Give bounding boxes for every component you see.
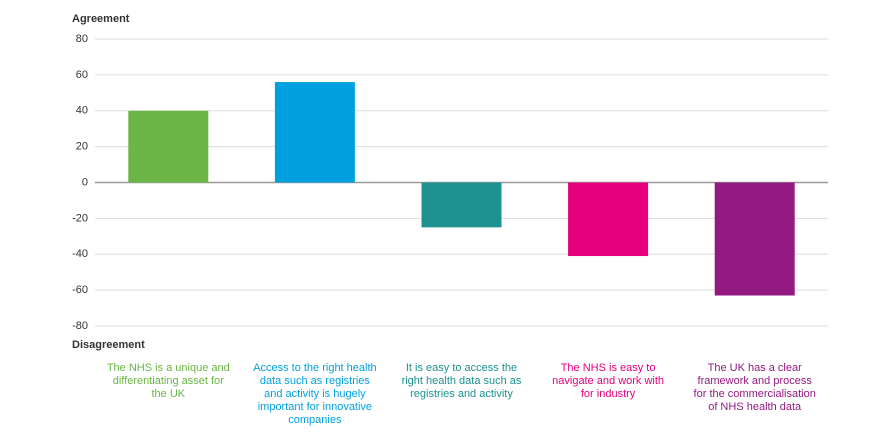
y-tick-label: -20: [72, 212, 88, 224]
x-tick-label: The NHS is a unique and differentiating …: [106, 362, 230, 400]
bar: [128, 110, 209, 183]
y-tick-label: 0: [82, 176, 88, 188]
axis-label-top: Agreement: [72, 13, 130, 25]
y-tick-label: 20: [76, 141, 88, 153]
x-tick-label: Access to the right health data such as …: [253, 362, 377, 426]
x-tick-label: The NHS is easy to navigate and work wit…: [552, 362, 665, 400]
y-tick-label: -40: [72, 248, 88, 260]
bar: [568, 182, 649, 257]
y-tick-label: 80: [76, 33, 88, 45]
y-tick-label: -80: [72, 320, 88, 332]
y-tick-label: -60: [72, 284, 88, 296]
bar: [274, 82, 355, 183]
bar: [714, 182, 795, 296]
bar: [421, 182, 502, 228]
x-tick-label: The UK has a clear framework and process…: [693, 362, 816, 413]
axis-label-bottom: Disagreement: [72, 339, 145, 351]
x-tick-label: It is easy to access the right health da…: [401, 362, 522, 400]
y-tick-label: 40: [76, 105, 88, 117]
y-tick-label: 60: [76, 69, 88, 81]
